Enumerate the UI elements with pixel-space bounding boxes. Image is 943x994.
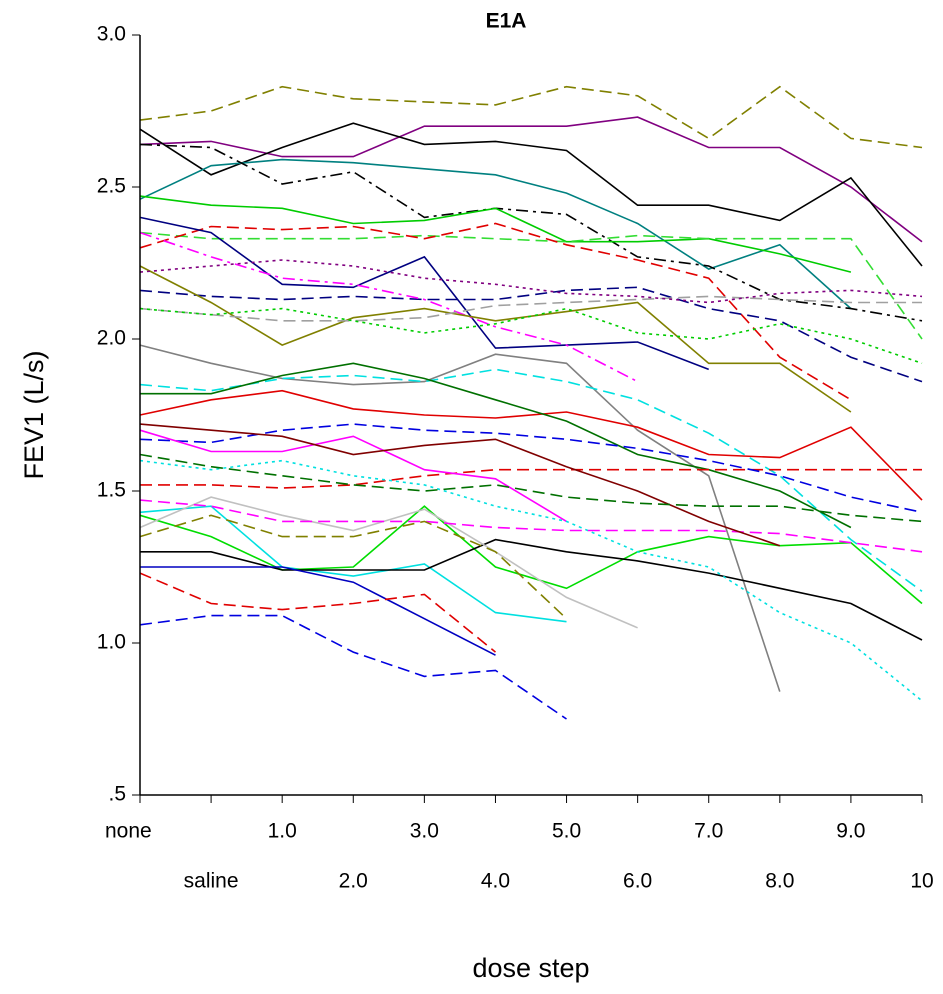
x-tick-label: saline — [184, 870, 239, 893]
series-line — [139, 389, 923, 501]
series-line — [139, 572, 497, 653]
x-tick-label: 2.0 — [339, 870, 368, 893]
series-line — [139, 122, 923, 267]
series-line — [139, 423, 781, 547]
y-tick-label: 2.0 — [97, 327, 126, 350]
series-line — [140, 566, 496, 656]
x-tick-label: 5.0 — [552, 820, 581, 843]
x-axis-label: dose step — [472, 953, 589, 983]
series-line — [139, 459, 923, 702]
series-line — [139, 453, 923, 523]
series-line — [139, 195, 852, 273]
y-tick-label: 1.0 — [97, 631, 126, 654]
series-line — [139, 85, 923, 149]
series-line — [140, 362, 852, 529]
series-line — [139, 265, 852, 413]
y-tick-label: 2.5 — [97, 175, 126, 198]
series-line — [139, 158, 852, 310]
series-line — [140, 538, 923, 641]
y-tick-label: .5 — [108, 783, 126, 806]
series-line — [139, 216, 709, 371]
series-line — [139, 259, 923, 304]
y-tick-label: 1.5 — [97, 479, 126, 502]
series-line — [139, 514, 568, 620]
series-line — [139, 116, 923, 243]
x-tick-label: 6.0 — [623, 870, 652, 893]
x-tick-label: 4.0 — [481, 870, 510, 893]
series-line — [139, 505, 567, 623]
series-line — [139, 344, 781, 692]
series-line — [139, 368, 923, 592]
y-axis-label: FEV1 (L/s) — [19, 350, 49, 479]
y-tick-label: 3.0 — [97, 23, 126, 46]
series-line — [140, 468, 922, 489]
series-line — [139, 286, 923, 383]
x-tick-label: 7.0 — [694, 820, 723, 843]
series-line — [139, 614, 567, 720]
x-tick-label: 8.0 — [765, 870, 794, 893]
x-tick-label: 9.0 — [836, 820, 865, 843]
x-tick-label: none — [105, 820, 152, 843]
chart-title: E1A — [486, 10, 527, 33]
series-line — [139, 505, 923, 605]
series-line — [139, 222, 852, 401]
x-tick-label: 3.0 — [410, 820, 439, 843]
series-line — [139, 295, 922, 322]
series-line — [139, 231, 638, 383]
series-line — [139, 231, 923, 340]
series-line — [139, 143, 923, 322]
x-tick-label: 1.0 — [268, 820, 297, 843]
x-tick-label: 10 — [910, 870, 933, 893]
series-line — [139, 307, 923, 365]
series-line — [139, 496, 638, 629]
series-line — [139, 423, 923, 514]
series-line — [139, 499, 923, 553]
series-line — [139, 429, 567, 523]
